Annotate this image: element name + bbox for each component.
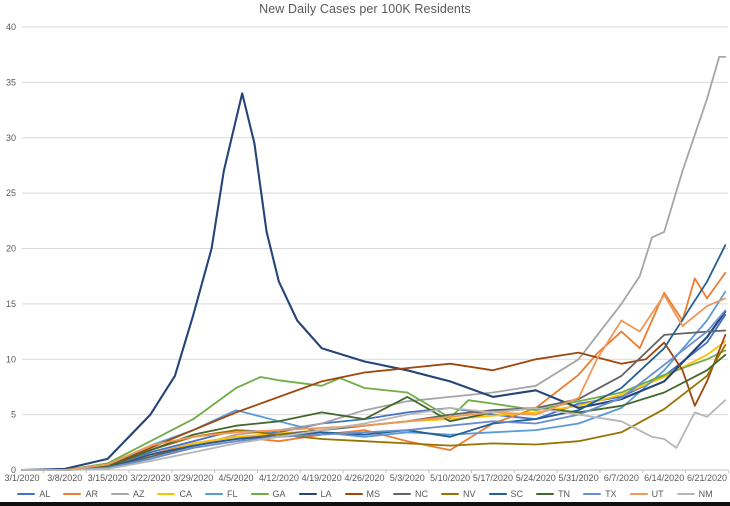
legend-item-la: LA bbox=[298, 489, 332, 499]
legend-item-tn: TN bbox=[536, 489, 570, 499]
legend-swatch-az bbox=[110, 492, 129, 496]
legend-label: SC bbox=[510, 489, 524, 499]
x-axis-label: 6/14/2020 bbox=[644, 473, 684, 483]
legend-swatch-al bbox=[17, 492, 36, 496]
legend-item-al: AL bbox=[17, 489, 50, 499]
legend-item-nm: NM bbox=[676, 489, 713, 499]
y-axis-label: 35 bbox=[6, 77, 16, 87]
legend-swatch-tx bbox=[583, 492, 602, 496]
x-axis-label: 3/29/2020 bbox=[173, 473, 213, 483]
y-axis-label: 15 bbox=[6, 299, 16, 309]
x-axis-label: 4/5/2020 bbox=[219, 473, 254, 483]
x-axis-label: 5/17/2020 bbox=[473, 473, 513, 483]
legend-item-sc: SC bbox=[488, 489, 524, 499]
y-axis-label: 20 bbox=[6, 244, 16, 254]
legend-swatch-ca bbox=[157, 492, 176, 496]
x-axis-label: 3/1/2020 bbox=[4, 473, 39, 483]
legend-label: NV bbox=[463, 489, 476, 499]
series-line-fl bbox=[21, 290, 727, 471]
x-axis-label: 4/26/2020 bbox=[344, 473, 384, 483]
legend-item-ga: GA bbox=[250, 489, 286, 499]
series-line-sc bbox=[21, 244, 727, 471]
legend-swatch-nc bbox=[393, 492, 412, 496]
legend-item-nc: NC bbox=[393, 489, 428, 499]
y-axis-label: 40 bbox=[6, 22, 16, 32]
legend-item-az: AZ bbox=[110, 489, 145, 499]
legend-label: LA bbox=[320, 489, 332, 499]
legend-label: AZ bbox=[132, 489, 145, 499]
legend-label: FL bbox=[226, 489, 238, 499]
legend-item-fl: FL bbox=[204, 489, 238, 499]
legend-label: AR bbox=[85, 489, 98, 499]
x-axis-label: 6/7/2020 bbox=[604, 473, 639, 483]
y-axis-label: 25 bbox=[6, 188, 16, 198]
plot-area: 0 5 10 15 20 25 30 35 40 3/1/2020 3/8/2020 3/15/202… bbox=[4, 22, 729, 483]
x-axis-label: 3/22/2020 bbox=[130, 473, 170, 483]
legend-swatch-ga bbox=[250, 492, 269, 496]
window-edge-bar bbox=[0, 502, 730, 506]
legend-label: TX bbox=[605, 489, 617, 499]
y-axis-label: 10 bbox=[6, 354, 16, 364]
y-axis-label: 0 bbox=[11, 465, 16, 475]
legend-item-ca: CA bbox=[157, 489, 192, 499]
legend-swatch-la bbox=[298, 492, 317, 496]
legend-label: UT bbox=[651, 489, 664, 499]
x-axis-label: 5/10/2020 bbox=[430, 473, 470, 483]
series-line-ms bbox=[21, 333, 727, 471]
series-line-tn bbox=[21, 353, 727, 471]
x-axis-label: 5/24/2020 bbox=[516, 473, 556, 483]
legend-item-ms: MS bbox=[344, 489, 381, 499]
legend-swatch-ar bbox=[63, 492, 82, 496]
legend-swatch-tn bbox=[536, 492, 555, 496]
legend-swatch-nv bbox=[441, 492, 460, 496]
series-line-ar bbox=[21, 271, 727, 471]
legend-item-tx: TX bbox=[583, 489, 617, 499]
legend-label: MS bbox=[366, 489, 381, 499]
chart-title: New Daily Cases per 100K Residents bbox=[259, 2, 471, 16]
legend-label: CA bbox=[179, 489, 192, 499]
legend-swatch-fl bbox=[204, 492, 223, 496]
legend-label: AL bbox=[39, 489, 51, 499]
legend-item-nv: NV bbox=[441, 489, 476, 499]
legend-swatch-nm bbox=[676, 492, 695, 496]
series-line-ga bbox=[21, 349, 727, 471]
x-axis-label: 3/15/2020 bbox=[88, 473, 128, 483]
x-axis-label: 4/19/2020 bbox=[302, 473, 342, 483]
series-line-tx bbox=[21, 309, 727, 471]
legend-swatch-ut bbox=[629, 492, 648, 496]
x-axis-label: 3/8/2020 bbox=[47, 473, 82, 483]
legend: AL AR AZ CA FL GA LA MS NC NV SC TN TX UT NM bbox=[0, 489, 730, 499]
series-line-nm bbox=[21, 399, 727, 471]
y-axis-label: 5 bbox=[11, 410, 16, 420]
legend-swatch-ms bbox=[344, 492, 363, 496]
legend-label: NC bbox=[415, 489, 429, 499]
legend-item-ar: AR bbox=[63, 489, 98, 499]
y-axis-label: 30 bbox=[6, 133, 16, 143]
series-line-ut bbox=[21, 294, 727, 471]
legend-label: GA bbox=[272, 489, 286, 499]
x-axis-label: 5/31/2020 bbox=[559, 473, 599, 483]
x-axis-label: 6/21/2020 bbox=[687, 473, 727, 483]
legend-item-ut: UT bbox=[629, 489, 664, 499]
x-axis-label: 4/12/2020 bbox=[259, 473, 299, 483]
legend-label: TN bbox=[558, 489, 571, 499]
legend-label: NM bbox=[698, 489, 713, 499]
legend-swatch-sc bbox=[488, 492, 507, 496]
x-axis-label: 5/3/2020 bbox=[390, 473, 425, 483]
